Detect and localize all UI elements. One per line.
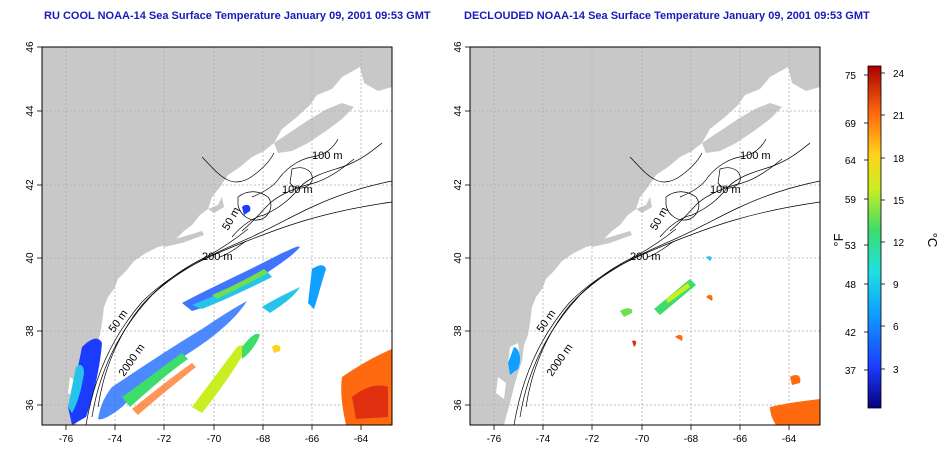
right-lon-label: -70 [635, 434, 650, 445]
colorbar-c-label: 15 [893, 196, 905, 207]
colorbar: 75 69 64 59 53 48 42 37 24 21 18 15 12 9 6 3 °F °C [831, 65, 940, 409]
right-lat-label: 46 [453, 41, 464, 53]
right-lon-label: -72 [585, 434, 600, 445]
colorbar-c-label: 12 [893, 238, 905, 249]
left-lat-label: 40 [25, 252, 36, 264]
colorbar-gradient [867, 65, 882, 409]
left-lon-label: -70 [207, 434, 222, 445]
left-lat-label: 44 [25, 105, 36, 117]
left-lat-label: 46 [25, 41, 36, 53]
colorbar-c-label: 18 [893, 154, 905, 165]
right-map-frame [469, 46, 821, 426]
colorbar-f-label: 48 [845, 280, 857, 291]
left-map-title: RU COOL NOAA-14 Sea Surface Temperature … [44, 10, 431, 22]
colorbar-c-label: 9 [893, 280, 899, 291]
left-lon-label: -68 [256, 434, 271, 445]
right-lat-label: 42 [453, 179, 464, 191]
right-lon-label: -68 [684, 434, 699, 445]
right-lat-label: 38 [453, 325, 464, 337]
left-lon-label: -74 [108, 434, 123, 445]
right-lat-label: 44 [453, 105, 464, 117]
right-lon-label: -64 [782, 434, 797, 445]
colorbar-f-label: 64 [845, 156, 857, 167]
left-lat-label: 42 [25, 179, 36, 191]
colorbar-f-label: 53 [845, 241, 857, 252]
contour-label: 100 m [740, 150, 771, 162]
right-lon-label: -66 [733, 434, 748, 445]
contour-label: 200 m [202, 251, 233, 263]
contour-label: 100 m [710, 184, 741, 196]
colorbar-c-label: 24 [893, 69, 905, 80]
colorbar-f-label: 75 [845, 71, 857, 82]
left-map-frame [41, 46, 393, 426]
right-lat-label: 40 [453, 252, 464, 264]
left-sst-data [68, 204, 392, 425]
contour-label: 100 m [282, 184, 313, 196]
colorbar-f-label: 69 [845, 119, 857, 130]
right-sst-data [508, 256, 820, 425]
colorbar-c-label: 21 [893, 111, 905, 122]
left-lon-label: -76 [59, 434, 74, 445]
right-lon-label: -76 [487, 434, 502, 445]
right-lon-label: -74 [536, 434, 551, 445]
right-map-panel: 100 m 100 m 50 m 200 m 50 m 2000 m [469, 46, 821, 426]
left-lat-label: 36 [25, 399, 36, 411]
left-lon-label: -64 [354, 434, 369, 445]
left-axes: 36 38 40 42 44 46 -76 -74 -72 -70 -68 -66 -64 [25, 41, 369, 445]
colorbar-f-label: 59 [845, 195, 857, 206]
left-map-panel: 100 m 100 m 50 m 200 m 50 m 2000 m [41, 46, 393, 426]
colorbar-fahrenheit-label: °F [831, 233, 846, 246]
contour-label: 200 m [630, 251, 661, 263]
colorbar-c-label: 3 [893, 365, 899, 376]
colorbar-f-label: 37 [845, 366, 857, 377]
colorbar-f-label: 42 [845, 328, 857, 339]
right-lat-label: 36 [453, 399, 464, 411]
colorbar-c-label: 6 [893, 322, 899, 333]
left-lon-label: -66 [305, 434, 320, 445]
right-map-title: DECLOUDED NOAA-14 Sea Surface Temperatur… [464, 10, 870, 22]
colorbar-celsius-label: °C [925, 233, 940, 248]
right-axes: 36 38 40 42 44 46 -76 -74 -72 -70 -68 -66 -64 [453, 41, 797, 445]
contour-label: 100 m [312, 150, 343, 162]
left-lon-label: -72 [157, 434, 172, 445]
left-lat-label: 38 [25, 325, 36, 337]
